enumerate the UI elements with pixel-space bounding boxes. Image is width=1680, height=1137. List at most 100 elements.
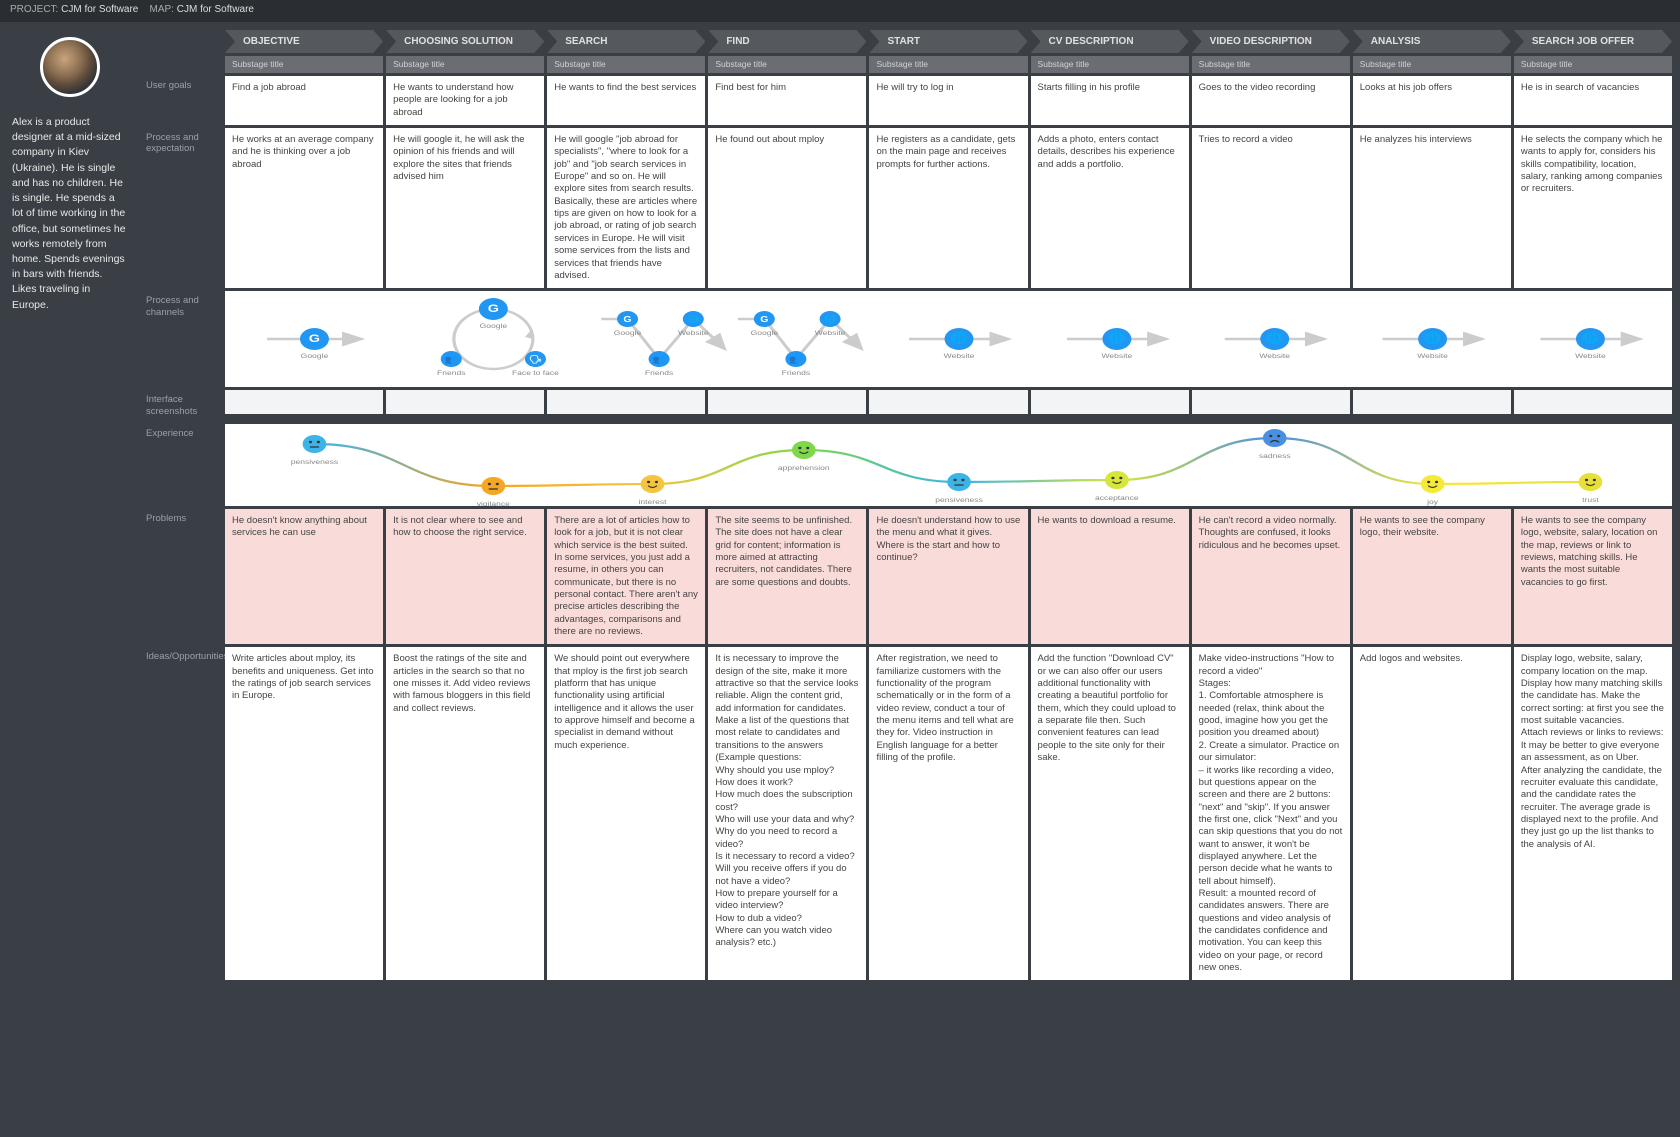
process-cell[interactable]: He selects the company which he wants to… bbox=[1514, 128, 1672, 288]
goals-cell[interactable]: He is in search of vacancies bbox=[1514, 76, 1672, 125]
svg-text:🌐: 🌐 bbox=[1424, 332, 1442, 345]
stage-header[interactable]: CHOOSING SOLUTION bbox=[386, 30, 544, 53]
svg-text:pensiveness: pensiveness bbox=[935, 496, 983, 504]
svg-text:🌐: 🌐 bbox=[687, 315, 701, 325]
svg-text:interest: interest bbox=[639, 498, 668, 506]
stage-header[interactable]: CV DESCRIPTION bbox=[1031, 30, 1189, 53]
process-cell[interactable]: Adds a photo, enters contact details, de… bbox=[1031, 128, 1189, 288]
goals-cell[interactable]: Goes to the video recording bbox=[1192, 76, 1350, 125]
process-cell[interactable]: He will google it, he will ask the opini… bbox=[386, 128, 544, 288]
svg-text:Friends: Friends bbox=[437, 369, 466, 377]
avatar[interactable] bbox=[40, 37, 100, 97]
ideas-cell[interactable]: Write articles about mploy, its benefits… bbox=[225, 647, 383, 980]
problems-cell[interactable]: He can't record a video normally. Though… bbox=[1192, 509, 1350, 644]
svg-text:🌐: 🌐 bbox=[1581, 332, 1599, 345]
row-label-experience: Experience bbox=[140, 424, 225, 506]
stage-header[interactable]: SEARCH JOB OFFER bbox=[1514, 30, 1672, 53]
stage-header[interactable]: FIND bbox=[708, 30, 866, 53]
ideas-cell[interactable]: Display logo, website, salary, company l… bbox=[1514, 647, 1672, 980]
screenshot-cell[interactable] bbox=[708, 390, 866, 414]
row-label-ideas: Ideas/Opportunities bbox=[140, 647, 225, 980]
screenshot-cell[interactable] bbox=[547, 390, 705, 414]
svg-text:apprehension: apprehension bbox=[778, 464, 830, 472]
svg-text:Website: Website bbox=[944, 352, 975, 360]
svg-text:Website: Website bbox=[1417, 352, 1448, 360]
svg-text:Website: Website bbox=[1259, 352, 1290, 360]
ideas-cell[interactable]: Make video-instructions "How to record a… bbox=[1192, 647, 1350, 980]
process-cell[interactable]: He works at an average company and he is… bbox=[225, 128, 383, 288]
svg-text:Website: Website bbox=[815, 329, 846, 337]
process-cell[interactable]: He analyzes his interviews bbox=[1353, 128, 1511, 288]
problems-cell[interactable]: The site seems to be unfinished. The sit… bbox=[708, 509, 866, 644]
goals-cell[interactable]: Looks at his job offers bbox=[1353, 76, 1511, 125]
ideas-cell[interactable]: Boost the ratings of the site and articl… bbox=[386, 647, 544, 980]
goals-cell[interactable]: He wants to understand how people are lo… bbox=[386, 76, 544, 125]
process-cell[interactable]: He will google "job abroad for specialis… bbox=[547, 128, 705, 288]
svg-text:acceptance: acceptance bbox=[1095, 494, 1139, 502]
ideas-cell[interactable]: Add logos and websites. bbox=[1353, 647, 1511, 980]
project-name[interactable]: CJM for Software bbox=[61, 4, 138, 15]
ideas-cell[interactable]: We should point out everywhere that mplo… bbox=[547, 647, 705, 980]
ideas-cell[interactable]: After registration, we need to familiari… bbox=[869, 647, 1027, 980]
screenshot-cell[interactable] bbox=[1031, 390, 1189, 414]
problems-cell[interactable]: He doesn't understand how to use the men… bbox=[869, 509, 1027, 644]
screenshot-cell[interactable] bbox=[869, 390, 1027, 414]
stage-header[interactable]: START bbox=[869, 30, 1027, 53]
svg-text:Website: Website bbox=[678, 329, 709, 337]
project-label: PROJECT: bbox=[10, 4, 58, 15]
process-cell[interactable]: He found out about mploy bbox=[708, 128, 866, 288]
substage-header[interactable]: Substage title bbox=[225, 56, 383, 73]
goals-cell[interactable]: Starts filling in his profile bbox=[1031, 76, 1189, 125]
ideas-cell[interactable]: It is necessary to improve the design of… bbox=[708, 647, 866, 980]
process-cell[interactable]: He registers as a candidate, gets on the… bbox=[869, 128, 1027, 288]
svg-text:🌐: 🌐 bbox=[950, 332, 968, 345]
stage-header[interactable]: VIDEO DESCRIPTION bbox=[1192, 30, 1350, 53]
goals-cell[interactable]: He wants to find the best services bbox=[547, 76, 705, 125]
row-label-channels: Process and channels bbox=[140, 291, 225, 387]
topbar: PROJECT: CJM for Software MAP: CJM for S… bbox=[0, 0, 1680, 22]
svg-text:G: G bbox=[309, 332, 320, 345]
svg-text:Friends: Friends bbox=[782, 369, 811, 377]
ideas-cell[interactable]: Add the function "Download CV" or we can… bbox=[1031, 647, 1189, 980]
process-cell[interactable]: Tries to record a video bbox=[1192, 128, 1350, 288]
svg-text:👥: 👥 bbox=[445, 355, 459, 364]
substage-header[interactable]: Substage title bbox=[1514, 56, 1672, 73]
problems-cell[interactable]: It is not clear where to see and how to … bbox=[386, 509, 544, 644]
channels-canvas: GGoogleGGoogle👥Friends🗣Face to faceGGoog… bbox=[225, 291, 1672, 387]
goals-cell[interactable]: Find a job abroad bbox=[225, 76, 383, 125]
substage-header[interactable]: Substage title bbox=[1192, 56, 1350, 73]
substage-header[interactable]: Substage title bbox=[547, 56, 705, 73]
screenshot-cell[interactable] bbox=[386, 390, 544, 414]
stage-header[interactable]: SEARCH bbox=[547, 30, 705, 53]
goals-cell[interactable]: He will try to log in bbox=[869, 76, 1027, 125]
screenshot-cell[interactable] bbox=[1353, 390, 1511, 414]
svg-text:Google: Google bbox=[614, 329, 642, 337]
experience-canvas: pensiveness vigilance interest apprehension… bbox=[225, 424, 1672, 506]
svg-text:🌐: 🌐 bbox=[1266, 332, 1284, 345]
goals-cell[interactable]: Find best for him bbox=[708, 76, 866, 125]
svg-text:sadness: sadness bbox=[1259, 452, 1291, 460]
screenshot-cell[interactable] bbox=[1192, 390, 1350, 414]
row-label-problems: Problems bbox=[140, 509, 225, 644]
substage-header[interactable]: Substage title bbox=[708, 56, 866, 73]
svg-text:vigilance: vigilance bbox=[477, 500, 510, 506]
problems-cell[interactable]: He doesn't know anything about services … bbox=[225, 509, 383, 644]
row-label-process: Process and expectation bbox=[140, 128, 225, 288]
substage-header[interactable]: Substage title bbox=[386, 56, 544, 73]
journey-grid: OBJECTIVECHOOSING SOLUTIONSEARCHFINDSTAR… bbox=[140, 22, 1680, 991]
svg-text:pensiveness: pensiveness bbox=[291, 458, 339, 466]
stage-header[interactable]: OBJECTIVE bbox=[225, 30, 383, 53]
stage-header[interactable]: ANALYSIS bbox=[1353, 30, 1511, 53]
problems-cell[interactable]: He wants to see the company logo, their … bbox=[1353, 509, 1511, 644]
problems-cell[interactable]: He wants to download a resume. bbox=[1031, 509, 1189, 644]
screenshot-cell[interactable] bbox=[225, 390, 383, 414]
problems-cell[interactable]: He wants to see the company logo, websit… bbox=[1514, 509, 1672, 644]
problems-cell[interactable]: There are a lot of articles how to look … bbox=[547, 509, 705, 644]
svg-text:Google: Google bbox=[301, 352, 329, 360]
substage-header[interactable]: Substage title bbox=[1031, 56, 1189, 73]
substage-header[interactable]: Substage title bbox=[1353, 56, 1511, 73]
svg-text:🌐: 🌐 bbox=[824, 315, 838, 325]
screenshot-cell[interactable] bbox=[1514, 390, 1672, 414]
substage-header[interactable]: Substage title bbox=[869, 56, 1027, 73]
map-name[interactable]: CJM for Software bbox=[177, 4, 254, 15]
